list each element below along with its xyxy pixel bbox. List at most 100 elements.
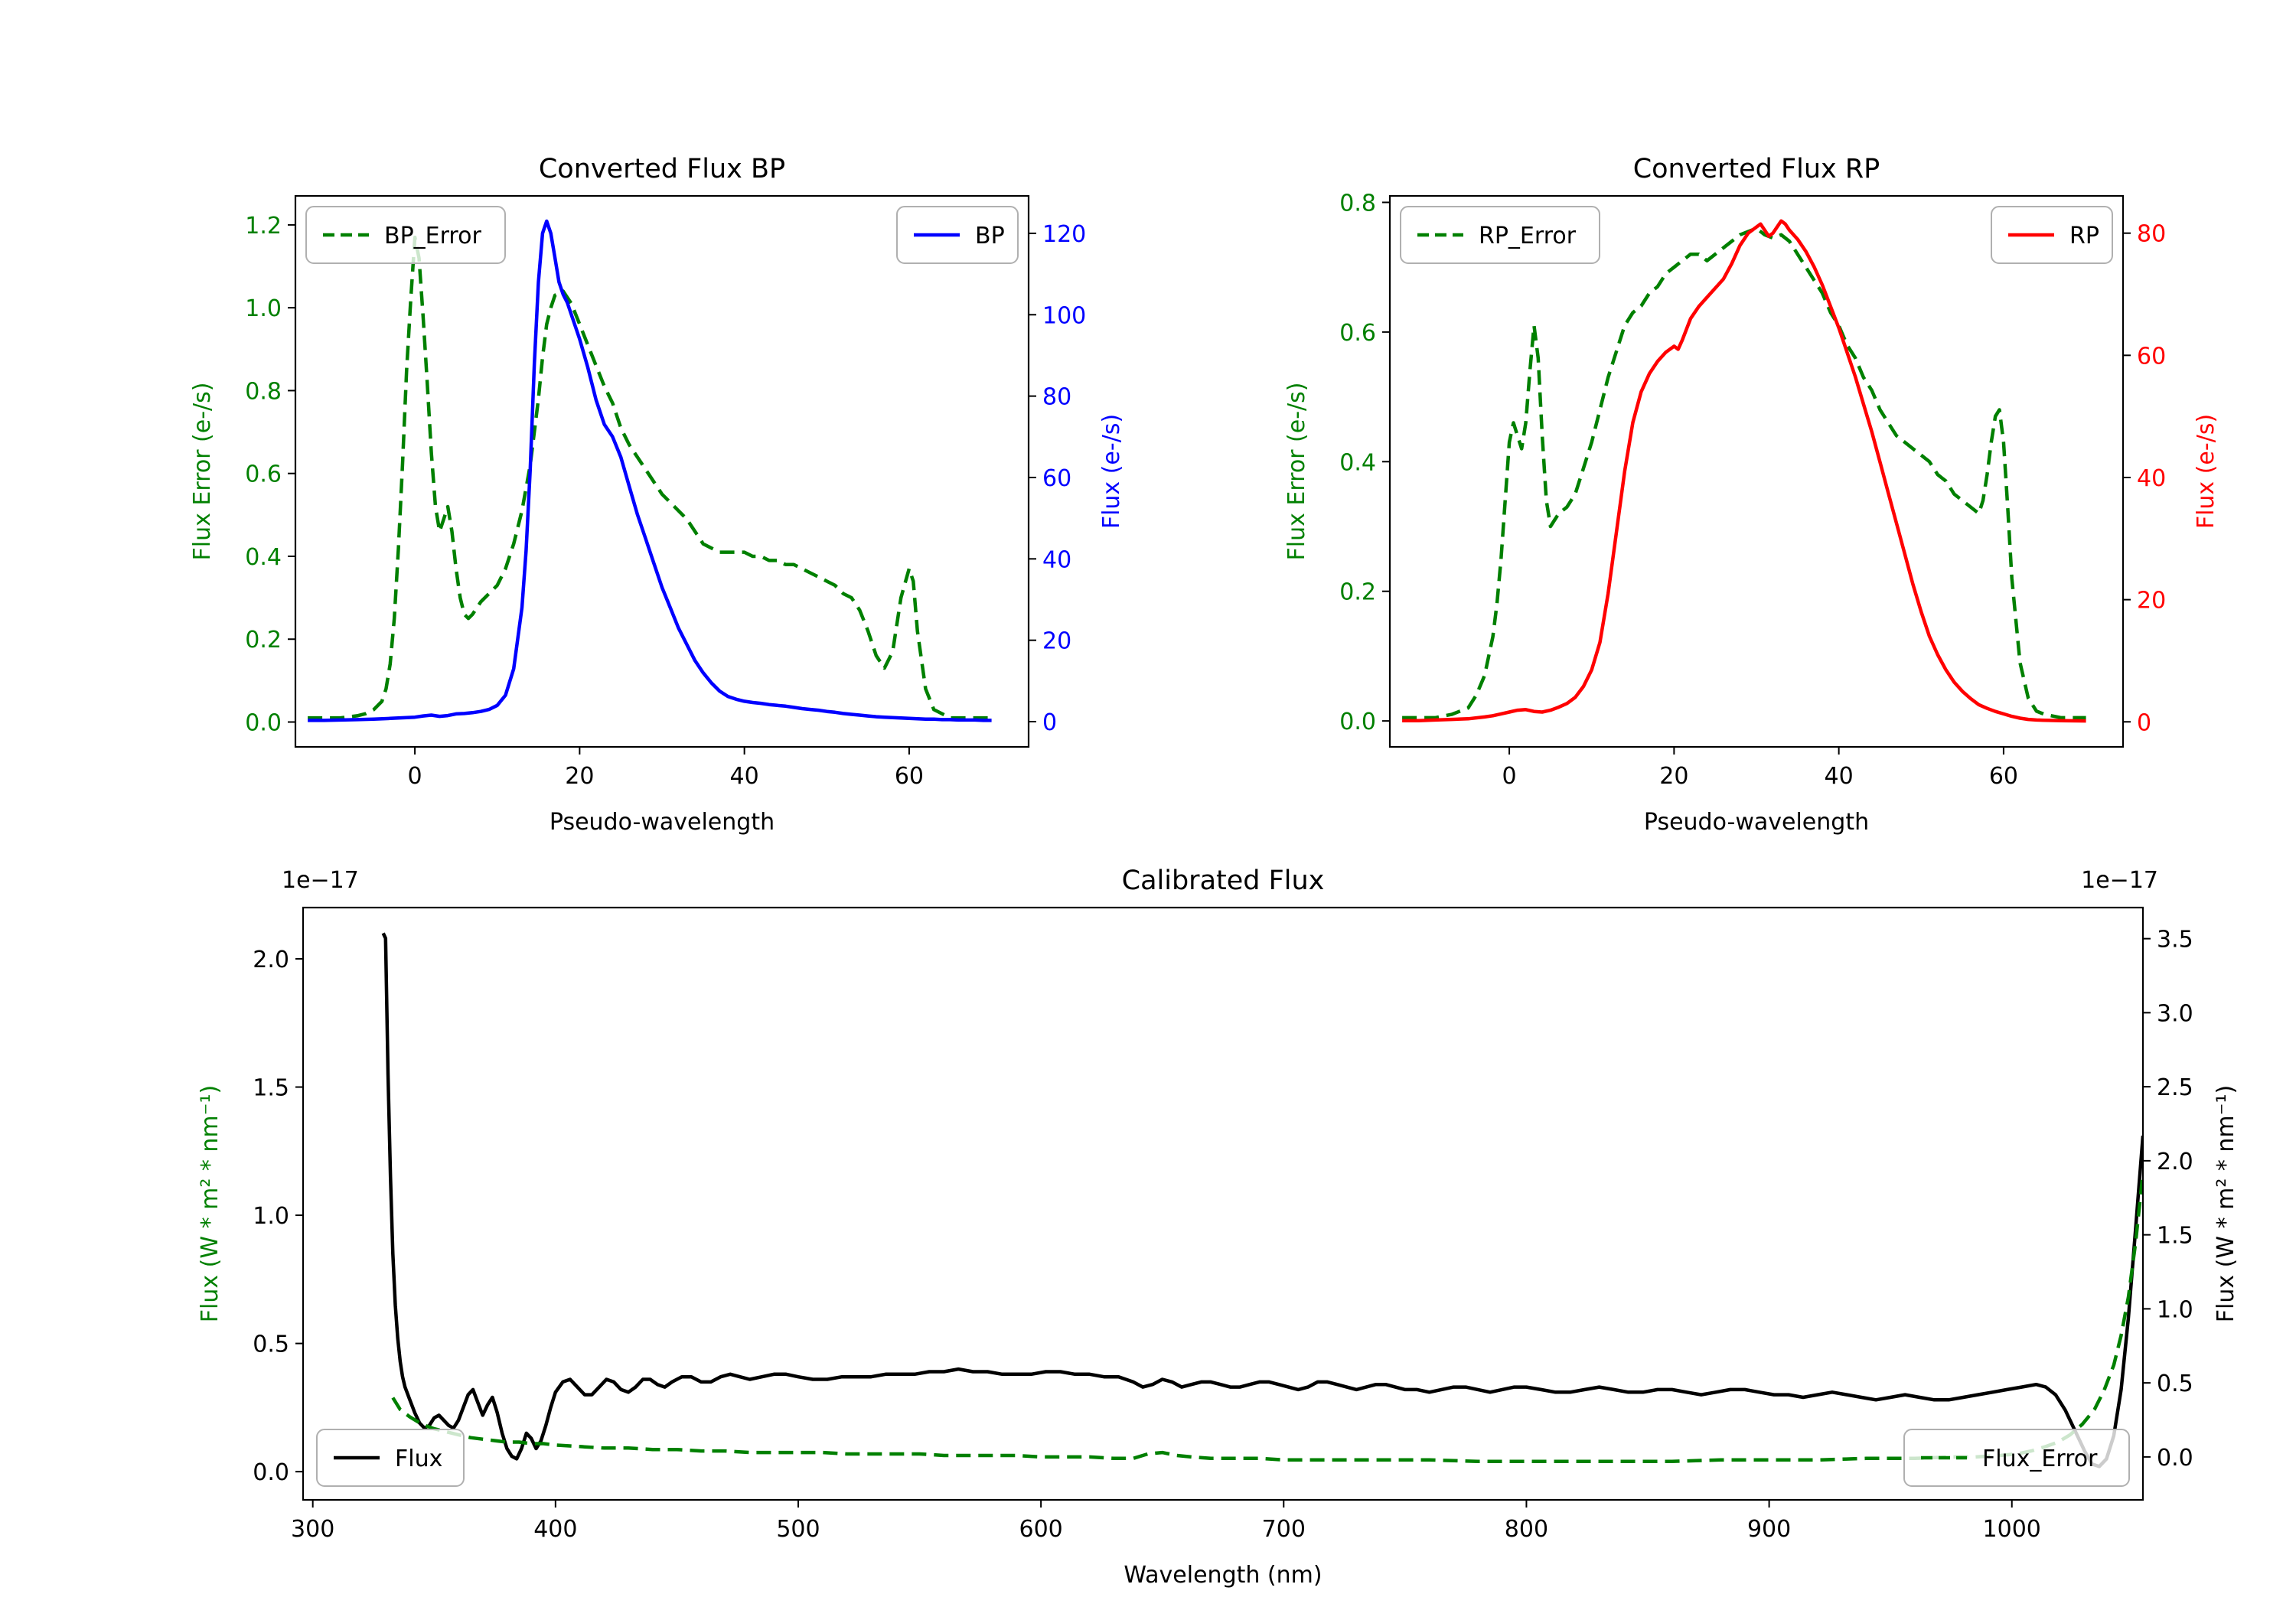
y-tick-right-label: 20 <box>1042 628 1071 655</box>
series-group <box>308 219 992 722</box>
y-tick-left-label: 0.8 <box>245 378 282 405</box>
y-tick-left-label: 0.0 <box>253 1459 289 1486</box>
legend-label: Flux_Error <box>1982 1446 2098 1472</box>
y-tick-right-label: 100 <box>1042 302 1086 329</box>
y-tick-right-label: 0 <box>2137 709 2151 736</box>
legend-rp: RP <box>1991 206 2113 264</box>
y-tick-left-label: 0.6 <box>1339 320 1376 347</box>
chart-title: Calibrated Flux <box>1122 865 1325 896</box>
y-tick-right-label: 20 <box>2137 588 2166 614</box>
y-tick-left-label: 0.5 <box>253 1332 289 1358</box>
y-tick-left-label: 1.5 <box>253 1075 289 1102</box>
x-axis-ticks: 0 20 40 60 <box>408 747 924 790</box>
series-group <box>381 932 2143 1468</box>
legend-bp_error: BP_Error <box>305 206 506 264</box>
series-line-bp_error <box>308 235 992 720</box>
y-tick-right-label: 60 <box>1042 465 1071 492</box>
x-tick-label: 60 <box>895 763 924 790</box>
series-line-flux_error <box>391 1172 2143 1463</box>
y-axis-label-left: Flux Error (e-/s) <box>1283 383 1310 561</box>
y-axis-label-right: Flux (W * m² * nm⁻¹) <box>2213 1085 2239 1322</box>
legend-label: BP <box>975 223 1005 249</box>
y-tick-right-label: 3.0 <box>2157 1000 2193 1027</box>
x-axis-ticks: 300 400 500 600 700 800 900 1000 <box>291 1500 2041 1543</box>
y-axis-label-left: Flux (W * m² * nm⁻¹) <box>197 1085 223 1322</box>
x-tick-label: 20 <box>1659 763 1688 790</box>
x-tick-label: 60 <box>1989 763 2018 790</box>
y-axis-left-ticks: 0.0 0.2 0.4 0.6 0.8 1.0 1.2 <box>245 213 295 737</box>
y-tick-right-label: 1.0 <box>2157 1296 2193 1323</box>
y-tick-right-label: 3.5 <box>2157 927 2193 953</box>
x-tick-label: 500 <box>776 1516 820 1543</box>
y-axis-left-ticks: 0.0 0.5 1.0 1.5 2.0 <box>253 947 303 1486</box>
x-tick-label: 40 <box>1825 763 1854 790</box>
x-tick-label: 300 <box>291 1516 334 1543</box>
x-tick-label: 0 <box>1502 763 1517 790</box>
chart-rp: 0 20 40 60 0.0 0.2 0.4 0.6 0.8 0 20 40 60 80 Converted… <box>1283 154 2219 836</box>
y-axis-right-ticks: 0 20 40 60 80 100 120 <box>1029 221 1086 736</box>
y-tick-left-label: 0.4 <box>1339 449 1376 476</box>
y-axis-label-right: Flux (e-/s) <box>1098 414 1125 529</box>
legend-box <box>1903 1429 2130 1487</box>
legend-label: RP <box>2069 223 2099 249</box>
legend-box <box>1400 206 1600 264</box>
x-axis-ticks: 0 20 40 60 <box>1502 747 2018 790</box>
y-tick-right-label: 80 <box>1042 384 1071 411</box>
x-tick-label: 40 <box>730 763 759 790</box>
offset-label-right: 1e−17 <box>2081 867 2158 894</box>
legend-label: RP_Error <box>1479 223 1577 249</box>
legend-bp: BP <box>896 206 1019 264</box>
x-axis-label: Pseudo-wavelength <box>1644 809 1869 836</box>
legend-flux_error: Flux_Error <box>1903 1429 2130 1487</box>
chart-calibrated: 300 400 500 600 700 800 900 1000 0.0 0.5 1.0 1.5 2.0… <box>197 865 2239 1589</box>
y-axis-left-ticks: 0.0 0.2 0.4 0.6 0.8 <box>1339 190 1390 735</box>
y-tick-right-label: 2.5 <box>2157 1074 2193 1101</box>
y-tick-right-label: 40 <box>2137 465 2166 492</box>
y-tick-left-label: 0.0 <box>245 710 282 737</box>
y-axis-label-right: Flux (e-/s) <box>2193 414 2219 529</box>
chart-title: Converted Flux BP <box>539 154 785 184</box>
y-tick-left-label: 1.0 <box>253 1203 289 1230</box>
series-line-rp_error <box>1402 227 2086 720</box>
x-axis-label: Wavelength (nm) <box>1124 1562 1322 1589</box>
y-tick-left-label: 1.0 <box>245 295 282 322</box>
y-tick-right-label: 120 <box>1042 221 1086 248</box>
legend-label: BP_Error <box>384 223 481 249</box>
x-axis-label: Pseudo-wavelength <box>550 809 775 836</box>
y-tick-right-label: 2.0 <box>2157 1149 2193 1175</box>
legend-label: Flux <box>395 1446 442 1472</box>
offset-label-left: 1e−17 <box>282 867 359 894</box>
x-tick-label: 600 <box>1019 1516 1063 1543</box>
x-tick-label: 20 <box>565 763 594 790</box>
chart-bp: 0 20 40 60 0.0 0.2 0.4 0.6 0.8 1.0 1.2 0 20 40 60 80 100… <box>189 154 1125 836</box>
x-tick-label: 900 <box>1747 1516 1791 1543</box>
chart-title: Converted Flux RP <box>1633 154 1880 184</box>
y-tick-right-label: 80 <box>2137 221 2166 248</box>
y-tick-right-label: 0.5 <box>2157 1371 2193 1397</box>
y-axis-right-ticks: 0 20 40 60 80 <box>2123 221 2166 736</box>
y-tick-left-label: 0.0 <box>1339 709 1376 735</box>
legend-flux: Flux <box>316 1429 465 1487</box>
y-tick-left-label: 0.6 <box>245 461 282 488</box>
y-tick-right-label: 0.0 <box>2157 1445 2193 1472</box>
y-tick-left-label: 1.2 <box>245 213 282 240</box>
y-tick-right-label: 0 <box>1042 709 1057 736</box>
legend-box <box>305 206 506 264</box>
axes-frame <box>294 194 1030 748</box>
axes-frame <box>302 906 2144 1501</box>
axes-frame <box>1388 194 2125 748</box>
x-tick-label: 800 <box>1505 1516 1548 1543</box>
y-tick-right-label: 40 <box>1042 546 1071 573</box>
x-tick-label: 700 <box>1262 1516 1306 1543</box>
series-line-rp <box>1402 219 2086 723</box>
y-tick-left-label: 0.8 <box>1339 190 1376 217</box>
y-axis-label-left: Flux Error (e-/s) <box>189 383 216 561</box>
y-tick-left-label: 2.0 <box>253 947 289 973</box>
x-tick-label: 1000 <box>1983 1516 2041 1543</box>
y-tick-right-label: 1.5 <box>2157 1223 2193 1250</box>
y-tick-left-label: 0.4 <box>245 544 282 571</box>
x-tick-label: 400 <box>533 1516 577 1543</box>
y-axis-right-ticks: 0.0 0.5 1.0 1.5 2.0 2.5 3.0 3.5 <box>2143 927 2193 1472</box>
